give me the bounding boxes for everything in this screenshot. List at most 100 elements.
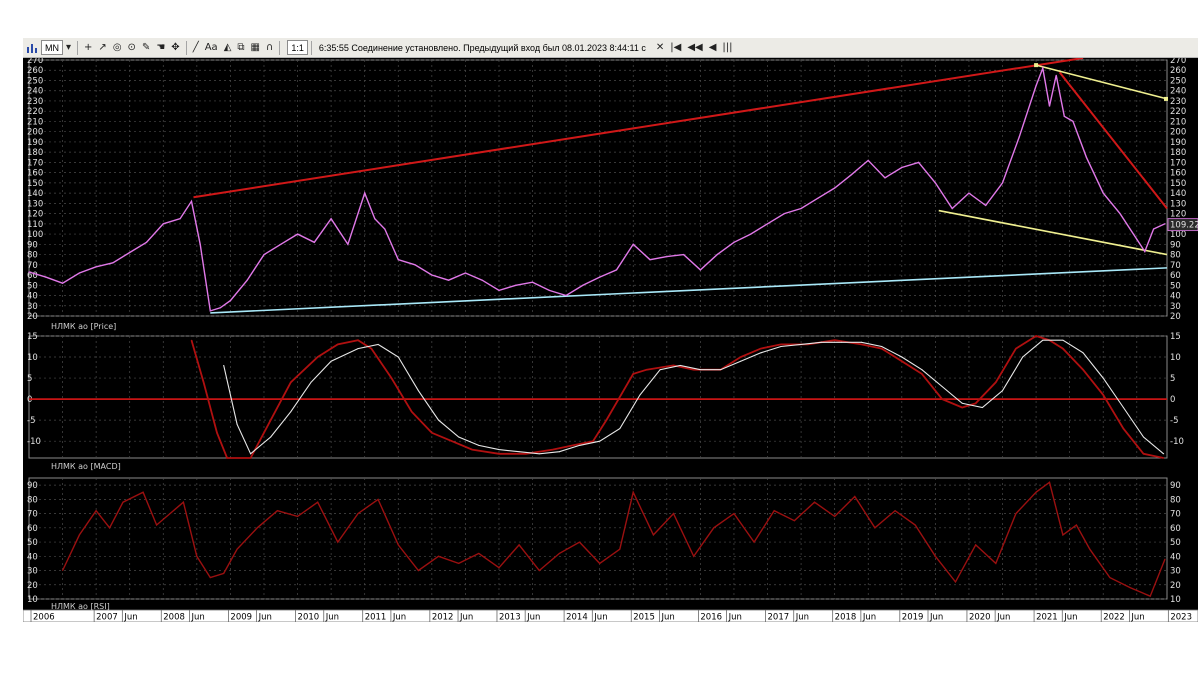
y-tick-label-right: 220	[1170, 107, 1186, 117]
y-tick-label-right: 80	[1170, 251, 1181, 261]
price-point	[951, 207, 953, 210]
arrow-icon[interactable]: ↗	[98, 42, 107, 53]
signal-point	[679, 364, 681, 366]
macd-point	[572, 444, 574, 446]
chevron-down-icon[interactable]: ▾	[66, 42, 72, 53]
price-point	[733, 241, 735, 243]
signal-point	[223, 364, 225, 366]
price-point	[683, 253, 685, 256]
signal-point	[1062, 339, 1064, 341]
rsi-panel-label: НЛМК ао [RSI]	[51, 602, 110, 611]
time-axis-label: Jun	[728, 613, 742, 623]
macd-point	[431, 432, 433, 434]
rsi-point	[955, 581, 957, 583]
y-tick-label-right: -5	[1170, 416, 1178, 426]
price-panel-label: НЛМК ао [Price]	[51, 322, 116, 331]
timeframe-select[interactable]: MN	[41, 40, 63, 55]
crosshair-icon[interactable]: +	[84, 42, 93, 53]
panel-frame	[28, 335, 1168, 459]
rsi-point	[438, 555, 440, 557]
rsi-point	[518, 544, 520, 546]
y-tick-label-left: 120	[27, 210, 43, 220]
nav-columns-icon[interactable]: |||	[722, 42, 733, 53]
rsi-point	[122, 501, 124, 503]
macd-point	[740, 356, 742, 358]
macd-panel[interactable]: -10 -10 -5 -5 0 0 5 5 10 10 15 15	[23, 332, 1198, 469]
y-tick-label-right: 0	[1170, 395, 1175, 405]
macd-point	[646, 369, 648, 371]
price-point	[817, 197, 819, 199]
y-tick-label-right: 30	[1170, 567, 1181, 577]
grid-icon[interactable]: ▦	[250, 42, 260, 53]
rsi-panel[interactable]: 10 10 20 20 30 30 40 40 50 50 60 60 70 70 80 80 90 90	[23, 477, 1198, 610]
nav-first-icon[interactable]: |◀	[670, 42, 682, 53]
zoom-field[interactable]: 1:1	[287, 40, 308, 55]
pan-icon[interactable]: ✥	[171, 42, 180, 53]
signal-point	[740, 360, 742, 362]
macd-point	[525, 453, 527, 455]
signal-point	[599, 440, 601, 442]
y-tick-label-right: 40	[1170, 292, 1181, 302]
signal-point	[518, 451, 520, 453]
y-tick-label-left: 60	[27, 271, 38, 281]
price-point	[397, 259, 399, 261]
y-tick-label-left: 50	[27, 538, 38, 548]
hand-icon[interactable]: ☚	[156, 42, 166, 53]
y-tick-label-right: 210	[1170, 117, 1186, 127]
trading-terminal-window: MN ▾ + ↗ ◎ ⊙ ✎ ☚ ✥ ╱ Aa ◭ ⧉ ▦ ∩ 1:1 6:35…	[23, 38, 1198, 622]
yellow-channel-upper	[1035, 64, 1168, 100]
rsi-point	[256, 527, 258, 529]
macd-point	[1102, 394, 1104, 396]
fill-icon[interactable]: ◭	[223, 42, 232, 53]
rsi-point	[478, 552, 480, 554]
ruler-icon[interactable]: ✎	[141, 42, 151, 53]
target-icon[interactable]: ⊙	[127, 42, 136, 53]
time-axis-strip	[23, 609, 1198, 622]
close-icon[interactable]: ✕	[655, 42, 665, 53]
y-tick-label-left: 170	[27, 158, 43, 168]
rsi-point	[337, 541, 339, 543]
price-point	[1072, 120, 1074, 123]
time-axis-label: Jun	[258, 613, 272, 623]
macd-point	[1062, 348, 1064, 350]
rsi-point	[995, 562, 997, 564]
magnet-icon[interactable]: ∩	[265, 42, 274, 53]
price-point	[934, 182, 936, 184]
price-point	[666, 256, 668, 258]
panel-background	[23, 335, 1198, 469]
y-tick-label-right: 200	[1170, 128, 1186, 138]
price-point	[384, 228, 386, 230]
y-tick-label-right: 80	[1170, 495, 1181, 505]
last-price-tag	[1167, 218, 1198, 232]
bars-chart-icon[interactable]	[24, 40, 40, 55]
rsi-point	[357, 513, 359, 515]
price-point	[145, 241, 148, 243]
shapes-icon[interactable]: ⧉	[237, 42, 245, 53]
circle-icon[interactable]: ◎	[112, 42, 122, 53]
nav-rewind-icon[interactable]: ◀◀	[687, 42, 703, 53]
signal-point	[330, 360, 332, 362]
y-tick-label-right: 270	[1170, 58, 1186, 66]
nav-back-icon[interactable]: ◀	[708, 42, 717, 53]
price-point	[246, 279, 248, 281]
time-axis-label: Jun	[190, 613, 204, 623]
y-tick-label-left: 15	[27, 332, 38, 342]
macd-point	[995, 381, 997, 383]
y-tick-label-right: 130	[1170, 199, 1186, 209]
price-point	[1102, 192, 1104, 194]
y-tick-label-left: 110	[27, 220, 43, 230]
price-point	[850, 174, 853, 176]
line-tool-icon[interactable]: ╱	[192, 42, 199, 53]
price-point	[61, 282, 64, 284]
price-point	[1085, 156, 1088, 158]
rsi-point	[1149, 595, 1151, 597]
price-point	[414, 264, 416, 266]
signal-point	[458, 436, 460, 438]
rsi-point	[223, 572, 225, 574]
text-tool-icon[interactable]: Aa	[204, 42, 218, 53]
signal-point	[720, 369, 722, 371]
y-tick-label-left: 20	[27, 312, 38, 322]
y-tick-label-left: 5	[27, 374, 32, 384]
